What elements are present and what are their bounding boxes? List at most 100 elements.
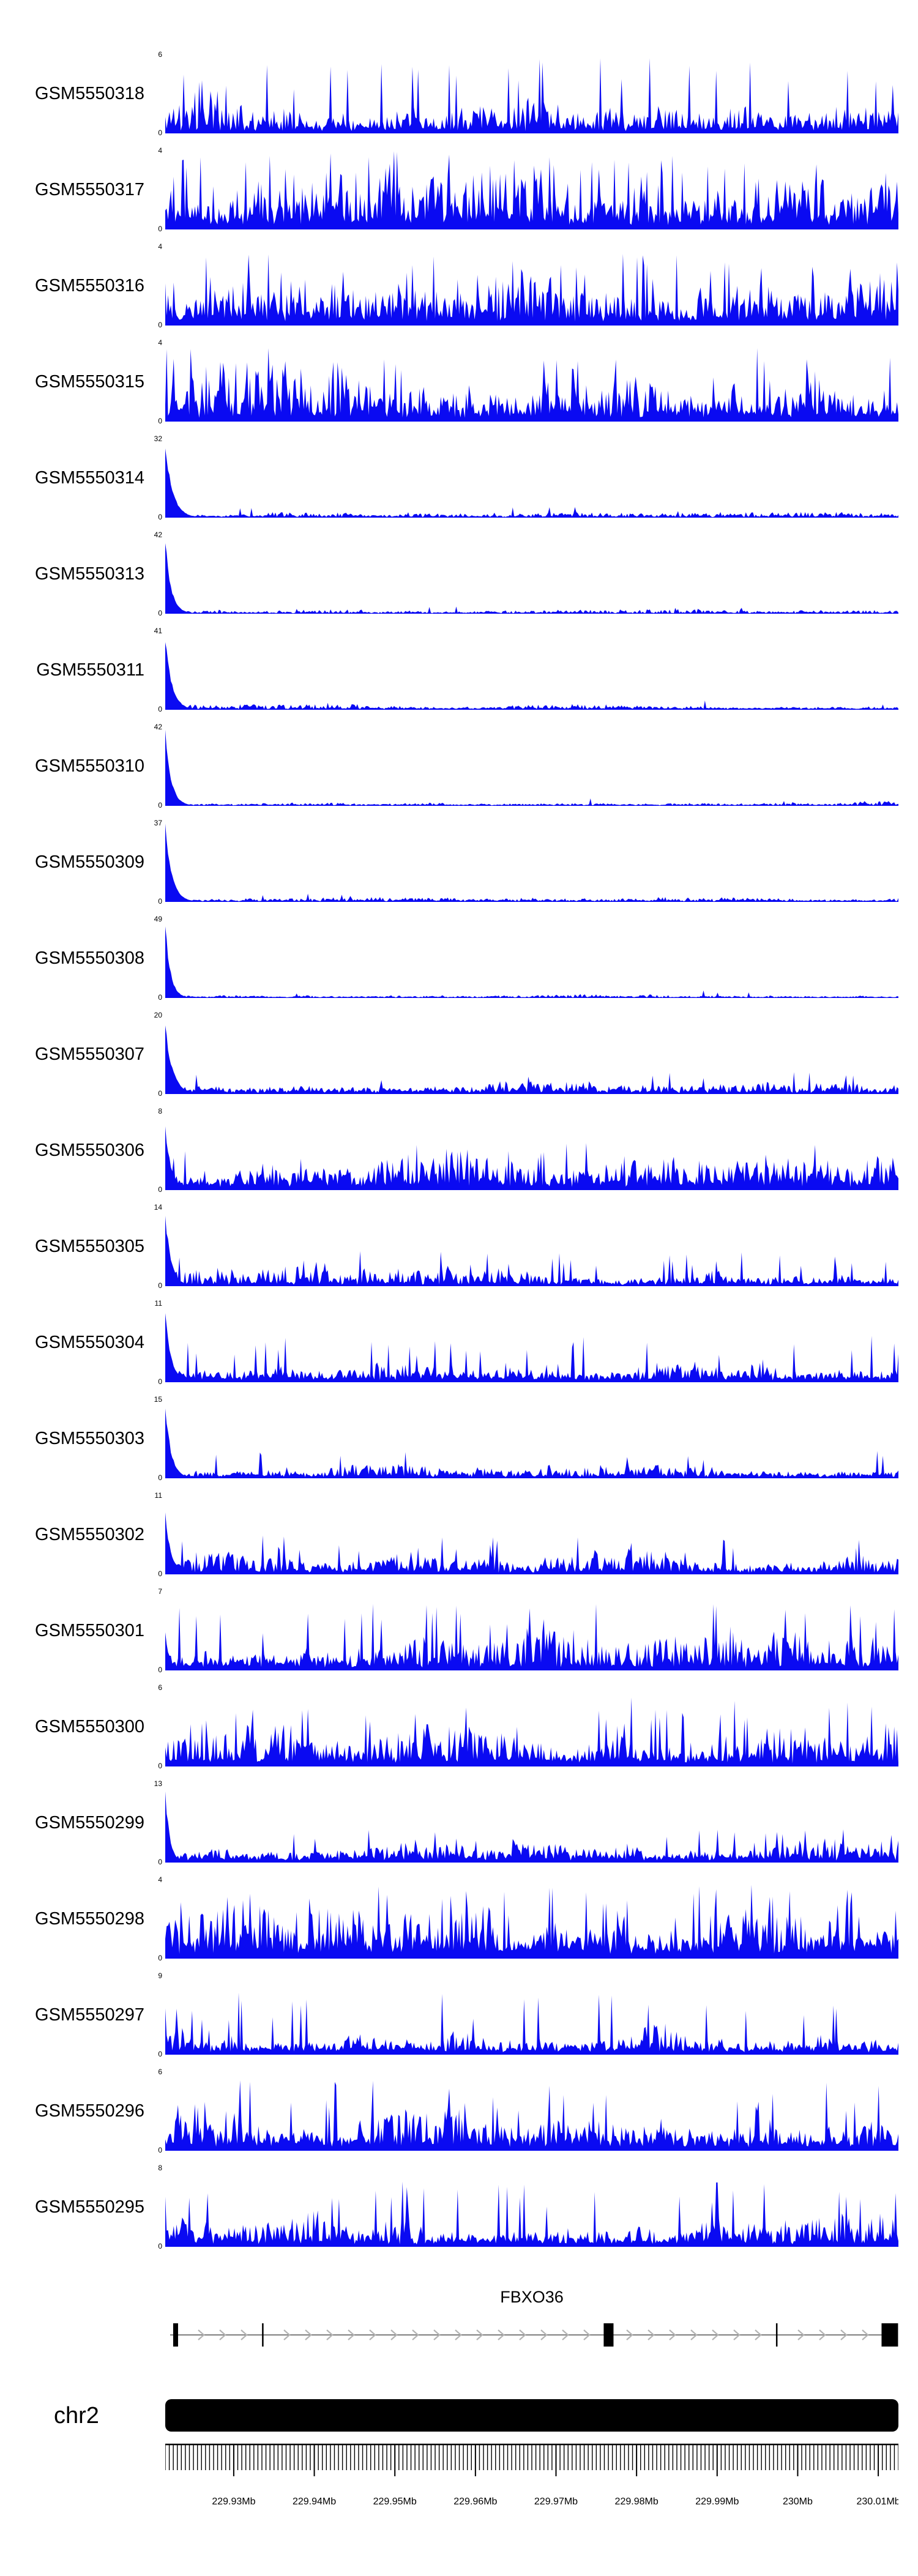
track-label: GSM5550314: [35, 467, 144, 488]
track-ymax-label: 4: [158, 338, 162, 347]
strand-arrow-icon: [305, 2329, 312, 2340]
track-ymin-label: 0: [158, 2146, 162, 2154]
strand-arrow-icon: [755, 2329, 762, 2340]
track-ymin-label: 0: [158, 993, 162, 1002]
strand-arrow-icon: [326, 2329, 334, 2340]
coverage-polygon: [165, 58, 898, 133]
coverage-area: [165, 1408, 898, 1478]
strand-arrow-icon: [348, 2329, 355, 2340]
track-label: GSM5550318: [35, 83, 144, 103]
track-ymax-label: 11: [154, 1299, 162, 1308]
track-plot: 37 0: [154, 819, 898, 905]
coverage-polygon: [165, 1313, 898, 1382]
axis-tick-label: 230.01Mb: [857, 2496, 898, 2507]
gene-exon: [603, 2323, 614, 2347]
coverage-polygon: [165, 729, 898, 806]
track-label: GSM5550311: [36, 660, 144, 680]
coverage-polygon: [165, 1126, 898, 1190]
coverage-area: [165, 1885, 898, 1959]
coverage-track-row: GSM5550306 8 0: [0, 1107, 918, 1193]
track-label: GSM5550304: [35, 1332, 144, 1352]
track-label: GSM5550313: [35, 564, 144, 584]
axis-tick-label: 230Mb: [783, 2496, 813, 2507]
track-label: GSM5550307: [35, 1044, 144, 1064]
track-ymin-label: 0: [158, 1377, 162, 1386]
track-ymin-label: 0: [158, 225, 162, 233]
track-ymax-label: 11: [154, 1491, 162, 1500]
coverage-area: [165, 729, 898, 806]
strand-arrow-icon: [733, 2329, 741, 2340]
coverage-track-row: GSM5550311 41 0: [0, 627, 918, 713]
track-ymax-label: 49: [154, 915, 162, 923]
coverage-track-row: GSM5550313 42 0: [0, 531, 918, 617]
axis-tick-label: 229.95Mb: [373, 2496, 417, 2507]
coverage-track-row: GSM5550310 42 0: [0, 723, 918, 809]
coverage-area: [165, 2181, 898, 2247]
track-ymin-label: 0: [158, 321, 162, 329]
coverage-polygon: [165, 1791, 898, 1863]
track-ymax-label: 42: [154, 723, 162, 731]
coverage-track-row: GSM5550314 32 0: [0, 435, 918, 521]
coverage-polygon: [165, 543, 898, 614]
axis-tick-label: 229.93Mb: [212, 2496, 255, 2507]
track-ymin-label: 0: [158, 609, 162, 617]
coverage-area: [165, 543, 898, 614]
track-plot: 13 0: [154, 1780, 898, 1866]
coverage-track-row: GSM5550302 11 0: [0, 1491, 918, 1578]
track-ymax-label: 20: [154, 1011, 162, 1019]
track-plot: 4 0: [158, 1876, 898, 1962]
strand-arrow-icon: [412, 2329, 419, 2340]
coverage-polygon: [165, 1512, 898, 1574]
chromosome-ideogram: [165, 2399, 898, 2432]
coverage-area: [165, 58, 898, 133]
gene-model-track: FBXO36: [0, 2287, 918, 2362]
strand-arrow-icon: [433, 2329, 441, 2340]
track-ymin-label: 0: [158, 513, 162, 521]
coverage-track-row: GSM5550318 6 0: [0, 51, 918, 136]
coverage-area: [165, 1791, 898, 1863]
track-label: GSM5550305: [35, 1236, 144, 1256]
coverage-polygon: [165, 1604, 898, 1670]
track-ymin-label: 0: [158, 1281, 162, 1290]
coverage-area: [165, 926, 898, 998]
track-ymax-label: 7: [158, 1587, 162, 1596]
track-plot: 49 0: [154, 915, 898, 1001]
track-label: GSM5550309: [35, 852, 144, 872]
strand-arrow-icon: [797, 2329, 805, 2340]
chromosome-label: chr2: [54, 2402, 99, 2429]
coverage-polygon: [165, 1697, 898, 1766]
coverage-polygon: [165, 254, 898, 326]
coverage-polygon: [165, 2080, 898, 2151]
coverage-track-row: GSM5550305 14 0: [0, 1204, 918, 1290]
coverage-area: [165, 151, 898, 229]
track-label: GSM5550316: [35, 275, 144, 296]
strand-arrow-icon: [241, 2329, 248, 2340]
coverage-area: [165, 348, 898, 422]
track-ymin-label: 0: [158, 1569, 162, 1578]
coverage-track-row: GSM5550317 4 0: [0, 147, 918, 233]
strand-arrow-icon: [519, 2329, 526, 2340]
track-ymax-label: 13: [154, 1779, 162, 1788]
track-plot: 4 0: [158, 147, 898, 233]
strand-arrow-icon: [369, 2329, 376, 2340]
track-ymin-label: 0: [158, 1954, 162, 1962]
axis-tick-label: 229.98Mb: [615, 2496, 659, 2507]
strand-arrow-icon: [626, 2329, 633, 2340]
strand-arrow-icon: [647, 2329, 655, 2340]
coverage-area: [165, 1126, 898, 1190]
track-plot: 4 0: [158, 339, 898, 425]
coverage-polygon: [165, 1216, 898, 1286]
track-label: GSM5550301: [35, 1620, 144, 1640]
track-plot: 32 0: [154, 435, 898, 521]
strand-arrow-icon: [283, 2329, 291, 2340]
track-ymax-label: 41: [154, 627, 162, 635]
track-ymax-label: 32: [154, 434, 162, 443]
track-label: GSM5550299: [35, 1812, 144, 1833]
track-plot: 20 0: [154, 1011, 898, 1097]
track-ymax-label: 6: [158, 2068, 162, 2076]
coverage-polygon: [165, 2181, 898, 2247]
track-plot: 41 0: [154, 627, 898, 713]
track-ymax-label: 4: [158, 146, 162, 155]
gene-exon: [173, 2323, 178, 2347]
